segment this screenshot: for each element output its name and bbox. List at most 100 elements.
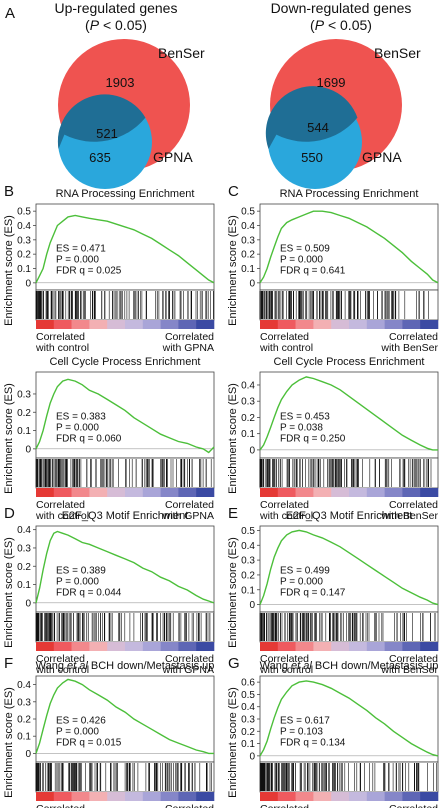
rank-segment [313, 488, 332, 497]
rank-segment [71, 792, 90, 801]
chart-title-part: Wang [260, 660, 291, 672]
stat-fdr: FDR q = 0.025 [56, 265, 122, 276]
gsea-panel: Cell Cycle Process Enrichment Enrichment … [227, 356, 438, 522]
y-axis-label: Enrichment score (ES) [227, 383, 239, 494]
y-tick-label: 0.4 [241, 380, 255, 391]
rank-segment [178, 792, 197, 801]
rank-segment [196, 488, 215, 497]
rank-segment [331, 792, 350, 801]
right-label: Correlated [389, 331, 438, 343]
rank-segment [331, 642, 350, 651]
venn-right-subtitle-p: P [315, 17, 325, 33]
right-label: with GPNA [162, 510, 214, 522]
chart-title-part: BCH down/Metastasis up [312, 660, 439, 672]
stat-fdr: FDR q = 0.147 [280, 587, 346, 598]
rank-segment [89, 792, 108, 801]
panel-letter: D [4, 505, 15, 522]
stat-es: ES = 0.617 [280, 715, 330, 726]
rank-segment [366, 642, 385, 651]
y-tick-label: 0 [25, 444, 31, 455]
rank-segment [142, 488, 161, 497]
right-label: with GPNA [162, 342, 214, 354]
es-curve [35, 678, 214, 755]
venn-right-overlap: 544 [307, 120, 329, 135]
rank-segment [295, 320, 314, 329]
rank-segment [331, 320, 350, 329]
rank-segment [277, 320, 296, 329]
rank-segment [384, 792, 403, 801]
rank-segment [277, 488, 296, 497]
rank-segment [366, 488, 385, 497]
gsea-panel: E E2F_Q3 Motif Enrichment Enrichment score… [227, 505, 438, 676]
stat-es: ES = 0.389 [56, 565, 106, 576]
y-tick-label: 0.4 [17, 221, 31, 232]
stat-fdr: FDR q = 0.044 [56, 587, 122, 598]
stat-p: P = 0.000 [56, 254, 99, 265]
rank-segment [53, 320, 72, 329]
panel-letter: F [4, 655, 13, 672]
rank-segment [402, 488, 421, 497]
y-tick-label: 0.6 [241, 678, 255, 689]
y-tick-label: 0.3 [17, 389, 31, 400]
gsea-panel: C RNA Processing Enrichment Enrichment sco… [227, 183, 438, 354]
chart-title: Cell Cycle Process Enrichment [50, 356, 201, 368]
rank-segment [71, 488, 90, 497]
rank-segment [349, 792, 368, 801]
chart-title-part: BCH down/Metastasis up [88, 660, 215, 672]
venn-right-subtitle: (P < 0.05) [310, 17, 372, 33]
stat-es: ES = 0.453 [280, 411, 330, 422]
rank-segment [160, 488, 179, 497]
rank-segment [295, 642, 314, 651]
y-tick-label: 0.5 [17, 207, 31, 218]
gsea-panel: Cell Cycle Process Enrichment Enrichment … [3, 356, 215, 522]
rank-segment [260, 642, 279, 651]
right-label: with GPNA [162, 664, 214, 676]
rank-segment [53, 488, 72, 497]
stat-es: ES = 0.499 [280, 565, 330, 576]
y-axis-label: Enrichment score (ES) [3, 687, 15, 798]
rank-segment [36, 488, 55, 497]
rank-segment [160, 320, 179, 329]
rank-segment [178, 642, 197, 651]
stat-p: P = 0.103 [280, 726, 323, 737]
rank-segment [349, 642, 368, 651]
left-label: Correlated [260, 499, 309, 511]
venn-left-subtitle-p: P [90, 17, 100, 33]
rank-segment [349, 488, 368, 497]
panel-letter: B [4, 183, 14, 200]
chart-title: RNA Processing Enrichment [56, 188, 195, 200]
rank-segment [89, 642, 108, 651]
y-tick-label: 0.1 [241, 739, 255, 750]
chart-title-part: et al [291, 660, 312, 672]
y-tick-label: 0.2 [241, 727, 255, 738]
panel-letter: G [228, 655, 240, 672]
y-tick-label: 0.3 [241, 235, 255, 246]
venn-right-benser-label: BenSer [374, 45, 421, 61]
rank-segment [260, 320, 279, 329]
venn-right-gpna-label: GPNA [362, 149, 402, 165]
rank-segment [142, 792, 161, 801]
stat-fdr: FDR q = 0.015 [56, 737, 122, 748]
overlap-region [57, 94, 146, 149]
rank-segment [36, 320, 55, 329]
rank-segment [313, 642, 332, 651]
hit-band [259, 611, 439, 643]
y-axis-label: Enrichment score (ES) [227, 215, 239, 326]
y-tick-label: 0.1 [241, 585, 255, 596]
rank-segment [260, 488, 279, 497]
rank-segment [142, 642, 161, 651]
rank-segment [196, 320, 215, 329]
rank-segment [125, 320, 144, 329]
y-tick-label: 0.1 [17, 426, 31, 437]
venn-left-benser-label: BenSer [158, 45, 205, 61]
y-tick-label: 0.2 [241, 250, 255, 261]
es-curve [259, 680, 439, 757]
rank-segment [178, 320, 197, 329]
y-tick-label: 0.1 [241, 264, 255, 275]
venn-left: Up-regulated genes (P < 0.05) BenSer GPN… [55, 0, 205, 189]
y-tick-label: 0 [249, 751, 255, 762]
y-axis-label: Enrichment score (ES) [3, 215, 15, 326]
y-tick-label: 0.4 [241, 702, 255, 713]
y-tick-label: 0.1 [17, 732, 31, 743]
